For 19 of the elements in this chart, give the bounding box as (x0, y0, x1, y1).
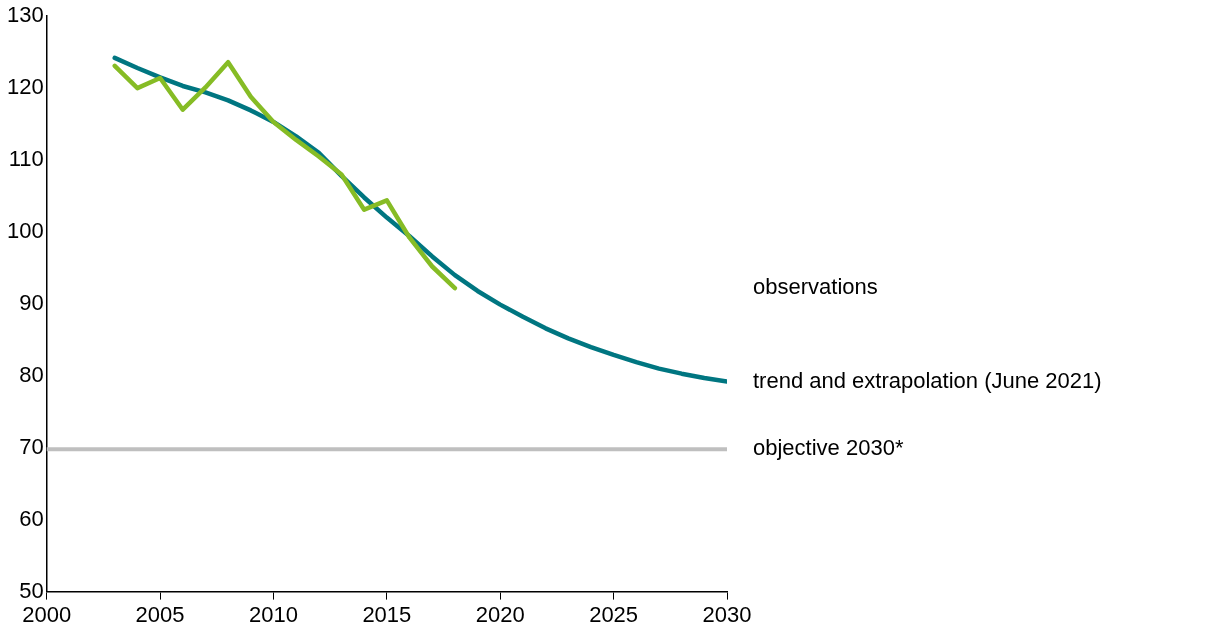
x-tick-label: 2015 (362, 601, 412, 627)
x-tick-label: 2000 (22, 601, 72, 627)
x-tick-label: 2030 (702, 601, 752, 627)
y-tick-label: 80 (19, 361, 44, 387)
y-tick-label: 90 (19, 289, 44, 315)
y-tick-label: 120 (6, 74, 44, 100)
y-tick-label: 100 (6, 218, 44, 244)
y-tick-label: 60 (19, 505, 44, 531)
x-tick-label: 2025 (589, 601, 639, 627)
x-tick-label: 2010 (248, 601, 298, 627)
y-tick-label: 70 (19, 433, 44, 459)
x-tick-label: 2005 (135, 601, 185, 627)
text: observations (753, 274, 878, 300)
x-tick-label: 2020 (475, 601, 525, 627)
series-label: trend and extrapolation (June 2021) (753, 367, 1102, 393)
y-tick-label: 50 (19, 577, 44, 603)
y-tick-label: 130 (6, 2, 44, 28)
ref-line-label: objective 2030* (753, 435, 904, 461)
y-tick-label: 110 (8, 146, 44, 172)
